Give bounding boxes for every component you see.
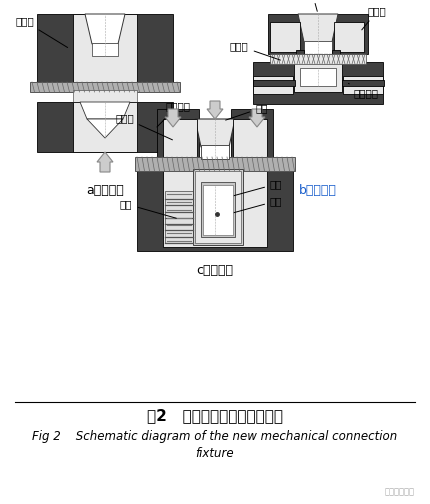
Bar [73, 90, 137, 104]
Text: 复合材料连说: 复合材料连说 [385, 487, 415, 496]
Bar [193, 169, 243, 245]
Bar [157, 109, 199, 159]
Bar [343, 76, 383, 94]
Bar [334, 22, 364, 52]
Bar [294, 62, 342, 92]
Polygon shape [195, 119, 235, 147]
Bar [253, 62, 383, 104]
Text: 冲头: 冲头 [226, 103, 267, 120]
Bar [37, 102, 173, 152]
Text: 刚性模具: 刚性模具 [157, 101, 190, 127]
Text: a－热贴合: a－热贴合 [86, 184, 124, 197]
Bar [201, 182, 235, 237]
Bar [30, 82, 180, 92]
Bar [201, 145, 229, 159]
Text: c－热压合: c－热压合 [197, 264, 233, 277]
Text: b－热镶嵌: b－热镶嵌 [299, 184, 337, 197]
Bar [304, 41, 332, 54]
Bar [253, 76, 293, 94]
Bar [270, 54, 366, 64]
Bar [165, 191, 193, 243]
Bar [203, 185, 233, 235]
Bar [163, 119, 197, 157]
Text: 金属网: 金属网 [230, 41, 280, 60]
Bar [233, 119, 267, 157]
Polygon shape [85, 14, 125, 44]
Text: Fig 2    Schematic diagram of the new mechanical connection: Fig 2 Schematic diagram of the new mecha… [32, 430, 398, 443]
Text: 压边圈: 压边圈 [362, 6, 387, 30]
Text: 铁砧: 铁砧 [232, 196, 283, 213]
Bar [296, 50, 304, 56]
Bar [332, 50, 340, 56]
Bar [73, 14, 137, 86]
Bar [332, 14, 368, 54]
Bar [163, 169, 267, 247]
Bar [135, 157, 295, 171]
Bar [231, 109, 273, 159]
Text: 压边圈: 压边圈 [115, 113, 172, 140]
Text: 弹簧: 弹簧 [120, 199, 176, 218]
Text: fixture: fixture [196, 447, 234, 460]
Bar [270, 22, 300, 52]
Text: 图2   新型机械连接夹具示意图: 图2 新型机械连接夹具示意图 [147, 408, 283, 423]
Bar [92, 43, 118, 56]
Text: 刚性模具: 刚性模具 [348, 83, 378, 98]
Bar [268, 14, 304, 54]
Polygon shape [207, 101, 223, 119]
Text: 环形砧: 环形砧 [15, 16, 68, 47]
Polygon shape [249, 109, 265, 127]
Polygon shape [97, 152, 113, 172]
Polygon shape [80, 102, 130, 119]
Polygon shape [165, 109, 181, 127]
Bar [137, 169, 293, 251]
Bar [342, 80, 384, 86]
Bar [37, 14, 173, 86]
Bar [300, 68, 336, 86]
Bar [195, 171, 241, 243]
Polygon shape [298, 14, 338, 42]
Bar [73, 102, 137, 152]
Bar [253, 80, 295, 86]
Polygon shape [87, 119, 123, 138]
Text: 冲头: 冲头 [306, 0, 319, 11]
Text: 套筒: 套筒 [232, 179, 283, 196]
